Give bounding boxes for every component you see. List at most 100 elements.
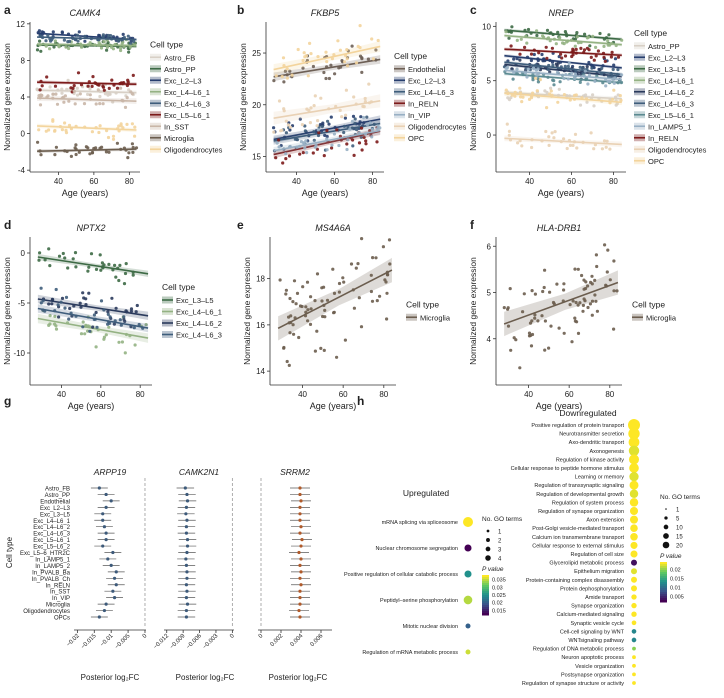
- x-tick-label: 80: [368, 177, 377, 186]
- data-point: [612, 88, 616, 92]
- legend-label: Astro_PP: [648, 42, 680, 51]
- data-point: [83, 39, 87, 43]
- data-point: [63, 121, 67, 125]
- data-point: [132, 326, 136, 330]
- trend-line: [37, 298, 149, 317]
- data-point: [562, 331, 566, 335]
- cell-type-label: In_VIP: [52, 596, 70, 602]
- go-term-label: Positive regulation of cellular cataboli…: [344, 572, 458, 578]
- colorbar-segment: [660, 584, 667, 587]
- data-point: [350, 119, 355, 123]
- data-point: [322, 70, 326, 75]
- data-point: [277, 145, 281, 149]
- data-point: [378, 294, 382, 298]
- data-point: [330, 57, 334, 61]
- colorbar-segment: [660, 590, 667, 593]
- data-point: [69, 154, 73, 158]
- estimate-point: [299, 570, 303, 574]
- data-point: [45, 75, 49, 79]
- data-point: [104, 333, 108, 337]
- estimate-point: [298, 589, 302, 593]
- data-point: [364, 139, 368, 143]
- data-point: [44, 39, 48, 43]
- data-point: [383, 278, 387, 282]
- data-point: [337, 290, 341, 294]
- data-point: [321, 314, 325, 319]
- data-point: [362, 135, 366, 139]
- data-point: [594, 299, 598, 303]
- data-point: [102, 308, 106, 312]
- data-point: [551, 300, 556, 305]
- data-point: [64, 295, 69, 299]
- data-point: [508, 287, 512, 291]
- data-point: [124, 262, 128, 266]
- data-point: [574, 300, 578, 305]
- data-point: [91, 325, 95, 329]
- data-point: [512, 57, 516, 61]
- x-tick-label: −0.01: [100, 633, 115, 648]
- estimate-point: [298, 576, 302, 580]
- data-point: [593, 79, 597, 83]
- x-tick-label: 40: [525, 177, 534, 186]
- data-point: [612, 289, 616, 293]
- data-point: [119, 86, 123, 90]
- series-In_RELN: [504, 44, 622, 64]
- data-point: [563, 64, 567, 68]
- series-Oligodendrocytes: [37, 118, 137, 141]
- data-point: [504, 66, 509, 70]
- data-point: [354, 266, 358, 270]
- data-point: [290, 73, 294, 77]
- estimate-point: [104, 492, 108, 497]
- data-point: [109, 34, 113, 38]
- data-point: [88, 329, 92, 333]
- go-term-label: Regulation of mRNA metabolic process: [362, 650, 458, 656]
- data-point: [53, 84, 58, 88]
- x-axis-label: Age (years): [68, 401, 115, 411]
- colorbar-segment: [660, 594, 667, 597]
- legend-label: Exc_L3–L5: [176, 296, 214, 305]
- data-point: [352, 306, 356, 310]
- x-tick-label: −0.015: [80, 633, 98, 651]
- data-point: [573, 44, 577, 48]
- colorbar-segment: [482, 581, 489, 584]
- data-point: [127, 50, 131, 54]
- x-tick-label: 0.002: [270, 633, 285, 648]
- data-point: [77, 150, 81, 154]
- data-point: [510, 67, 514, 71]
- data-point: [556, 30, 560, 34]
- legend-label: Exc_L5–L6_1: [648, 111, 694, 120]
- data-point: [507, 129, 511, 133]
- data-point: [574, 47, 578, 52]
- data-point: [581, 309, 585, 313]
- series-Exc_L4–L6_3: [37, 286, 149, 333]
- data-point: [575, 320, 579, 324]
- go-term-label: Cellular response to external stimulus: [532, 543, 624, 549]
- data-point: [48, 47, 52, 51]
- size-legend-title: No. GO terms: [482, 516, 523, 523]
- data-point: [385, 291, 389, 295]
- data-point: [512, 336, 516, 340]
- data-point: [357, 141, 362, 145]
- data-point: [509, 44, 513, 48]
- data-point: [371, 57, 375, 61]
- size-legend-label: 1: [676, 508, 680, 514]
- colorbar-segment: [660, 574, 667, 577]
- data-point: [134, 310, 138, 314]
- legend-label: Exc_L4–L6_2: [648, 88, 694, 97]
- data-point: [606, 79, 610, 83]
- data-point: [580, 273, 584, 278]
- data-point: [295, 291, 300, 295]
- data-point: [552, 83, 556, 87]
- estimate-point: [184, 596, 189, 600]
- go-term-label: Glycerolipid metabolic process: [549, 561, 624, 567]
- colorbar-segment: [482, 599, 489, 602]
- data-point: [117, 124, 121, 128]
- data-point: [38, 103, 43, 107]
- data-point: [506, 324, 511, 328]
- estimate-point: [101, 518, 105, 522]
- data-point: [105, 45, 109, 49]
- series-Microglia: [36, 140, 139, 160]
- data-point: [84, 297, 88, 301]
- legend-label: OPC: [648, 157, 665, 166]
- data-point: [91, 75, 95, 79]
